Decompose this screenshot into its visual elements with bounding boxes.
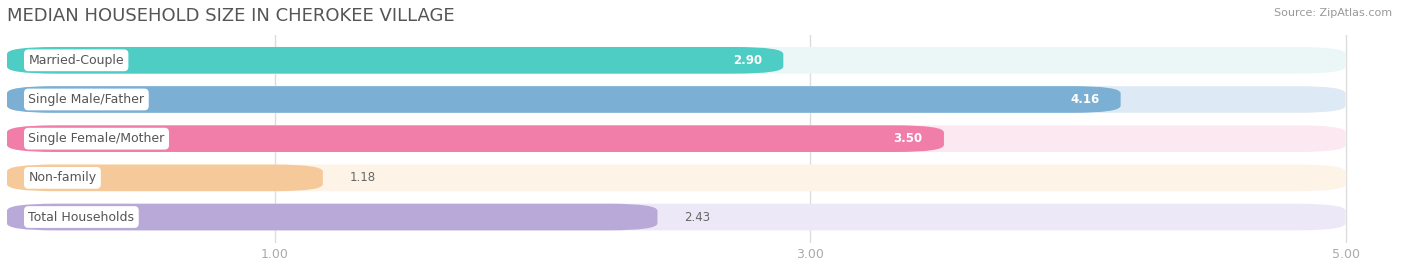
FancyBboxPatch shape: [7, 47, 1346, 74]
Text: 2.90: 2.90: [733, 54, 762, 67]
Text: Single Female/Mother: Single Female/Mother: [28, 132, 165, 145]
FancyBboxPatch shape: [7, 204, 1346, 230]
FancyBboxPatch shape: [7, 165, 323, 191]
Text: 1.18: 1.18: [350, 171, 375, 184]
FancyBboxPatch shape: [7, 204, 658, 230]
FancyBboxPatch shape: [7, 47, 783, 74]
Text: Non-family: Non-family: [28, 171, 97, 184]
Text: 4.16: 4.16: [1070, 93, 1099, 106]
Text: MEDIAN HOUSEHOLD SIZE IN CHEROKEE VILLAGE: MEDIAN HOUSEHOLD SIZE IN CHEROKEE VILLAG…: [7, 7, 454, 25]
Text: Total Households: Total Households: [28, 211, 135, 224]
Text: 2.43: 2.43: [685, 211, 710, 224]
FancyBboxPatch shape: [7, 86, 1346, 113]
Text: Single Male/Father: Single Male/Father: [28, 93, 145, 106]
Text: Married-Couple: Married-Couple: [28, 54, 124, 67]
FancyBboxPatch shape: [7, 165, 1346, 191]
Text: Source: ZipAtlas.com: Source: ZipAtlas.com: [1274, 8, 1392, 18]
FancyBboxPatch shape: [7, 125, 1346, 152]
FancyBboxPatch shape: [7, 86, 1121, 113]
FancyBboxPatch shape: [7, 125, 943, 152]
Text: 3.50: 3.50: [893, 132, 922, 145]
